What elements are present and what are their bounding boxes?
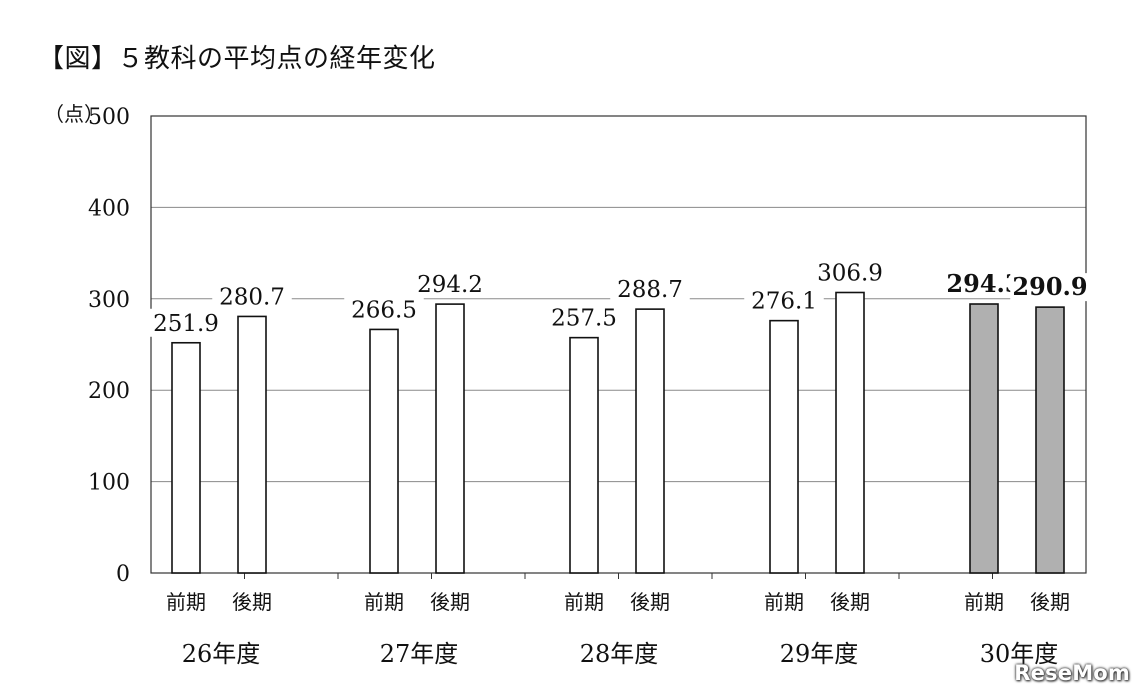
y-tick-label-0: 0	[116, 562, 130, 587]
resemom-logo-watermark: ReseMom	[1014, 661, 1130, 685]
value-label-background	[146, 308, 226, 337]
bar-sublabel-26年度-前期: 前期	[166, 590, 206, 614]
bar-sublabel-29年度-前期: 前期	[764, 590, 804, 614]
y-axis-unit-label: （点）	[44, 102, 104, 126]
value-label-background	[410, 270, 490, 299]
value-label-background	[212, 282, 292, 311]
bar-26年度-後期	[237, 315, 267, 574]
value-label-26年度-前期: 251.9	[153, 311, 219, 337]
bar-sublabel-30年度-前期: 前期	[964, 590, 1004, 614]
bar-sublabel-30年度-後期: 後期	[1030, 590, 1070, 614]
value-label-30年度-前期: 294.3	[946, 269, 1021, 298]
bar-sublabel-27年度-前期: 前期	[364, 590, 404, 614]
bar-30年度-前期	[969, 303, 999, 574]
bar-sublabel-26年度-後期: 後期	[232, 590, 272, 614]
value-label-28年度-後期: 288.7	[617, 277, 683, 303]
y-tick-label-300: 300	[88, 288, 130, 313]
bar-sublabel-28年度-後期: 後期	[630, 590, 670, 614]
bar-28年度-後期	[635, 308, 665, 574]
value-label-background	[1010, 273, 1090, 302]
group-label-26年度: 26年度	[182, 640, 261, 668]
y-tick-label-400: 400	[88, 196, 130, 221]
group-label-29年度: 29年度	[780, 640, 859, 668]
y-tick-label-500: 500	[88, 105, 130, 130]
bar-sublabel-29年度-後期: 後期	[830, 590, 870, 614]
bar-29年度-前期	[769, 319, 799, 574]
bar-27年度-後期	[435, 303, 465, 574]
bar-sublabel-27年度-後期: 後期	[430, 590, 470, 614]
value-label-background	[344, 295, 424, 324]
bar-26年度-前期	[171, 341, 201, 574]
value-label-background	[544, 303, 624, 332]
group-label-27年度: 27年度	[380, 640, 459, 668]
y-tick-label-100: 100	[88, 471, 130, 496]
value-label-30年度-後期: 290.9	[1012, 272, 1087, 301]
value-label-29年度-後期: 306.9	[817, 260, 883, 286]
value-label-background	[810, 258, 890, 287]
chart-title: 【図】５教科の平均点の経年変化	[38, 44, 436, 74]
y-tick-label-200: 200	[88, 379, 130, 404]
value-label-28年度-前期: 257.5	[551, 306, 617, 332]
group-label-28年度: 28年度	[580, 640, 659, 668]
value-label-27年度-前期: 266.5	[351, 297, 417, 323]
bar-30年度-後期	[1035, 306, 1065, 574]
value-label-27年度-後期: 294.2	[417, 272, 483, 298]
group-label-30年度: 30年度	[980, 640, 1059, 668]
bar-sublabel-28年度-前期: 前期	[564, 590, 604, 614]
value-label-background	[610, 275, 690, 304]
plot-area-frame	[150, 115, 1087, 574]
value-label-26年度-後期: 280.7	[219, 284, 285, 310]
bar-27年度-前期	[369, 328, 399, 574]
bar-28年度-前期	[569, 336, 599, 574]
value-label-29年度-前期: 276.1	[751, 289, 817, 315]
value-label-background	[744, 286, 824, 315]
bar-29年度-後期	[835, 291, 865, 574]
